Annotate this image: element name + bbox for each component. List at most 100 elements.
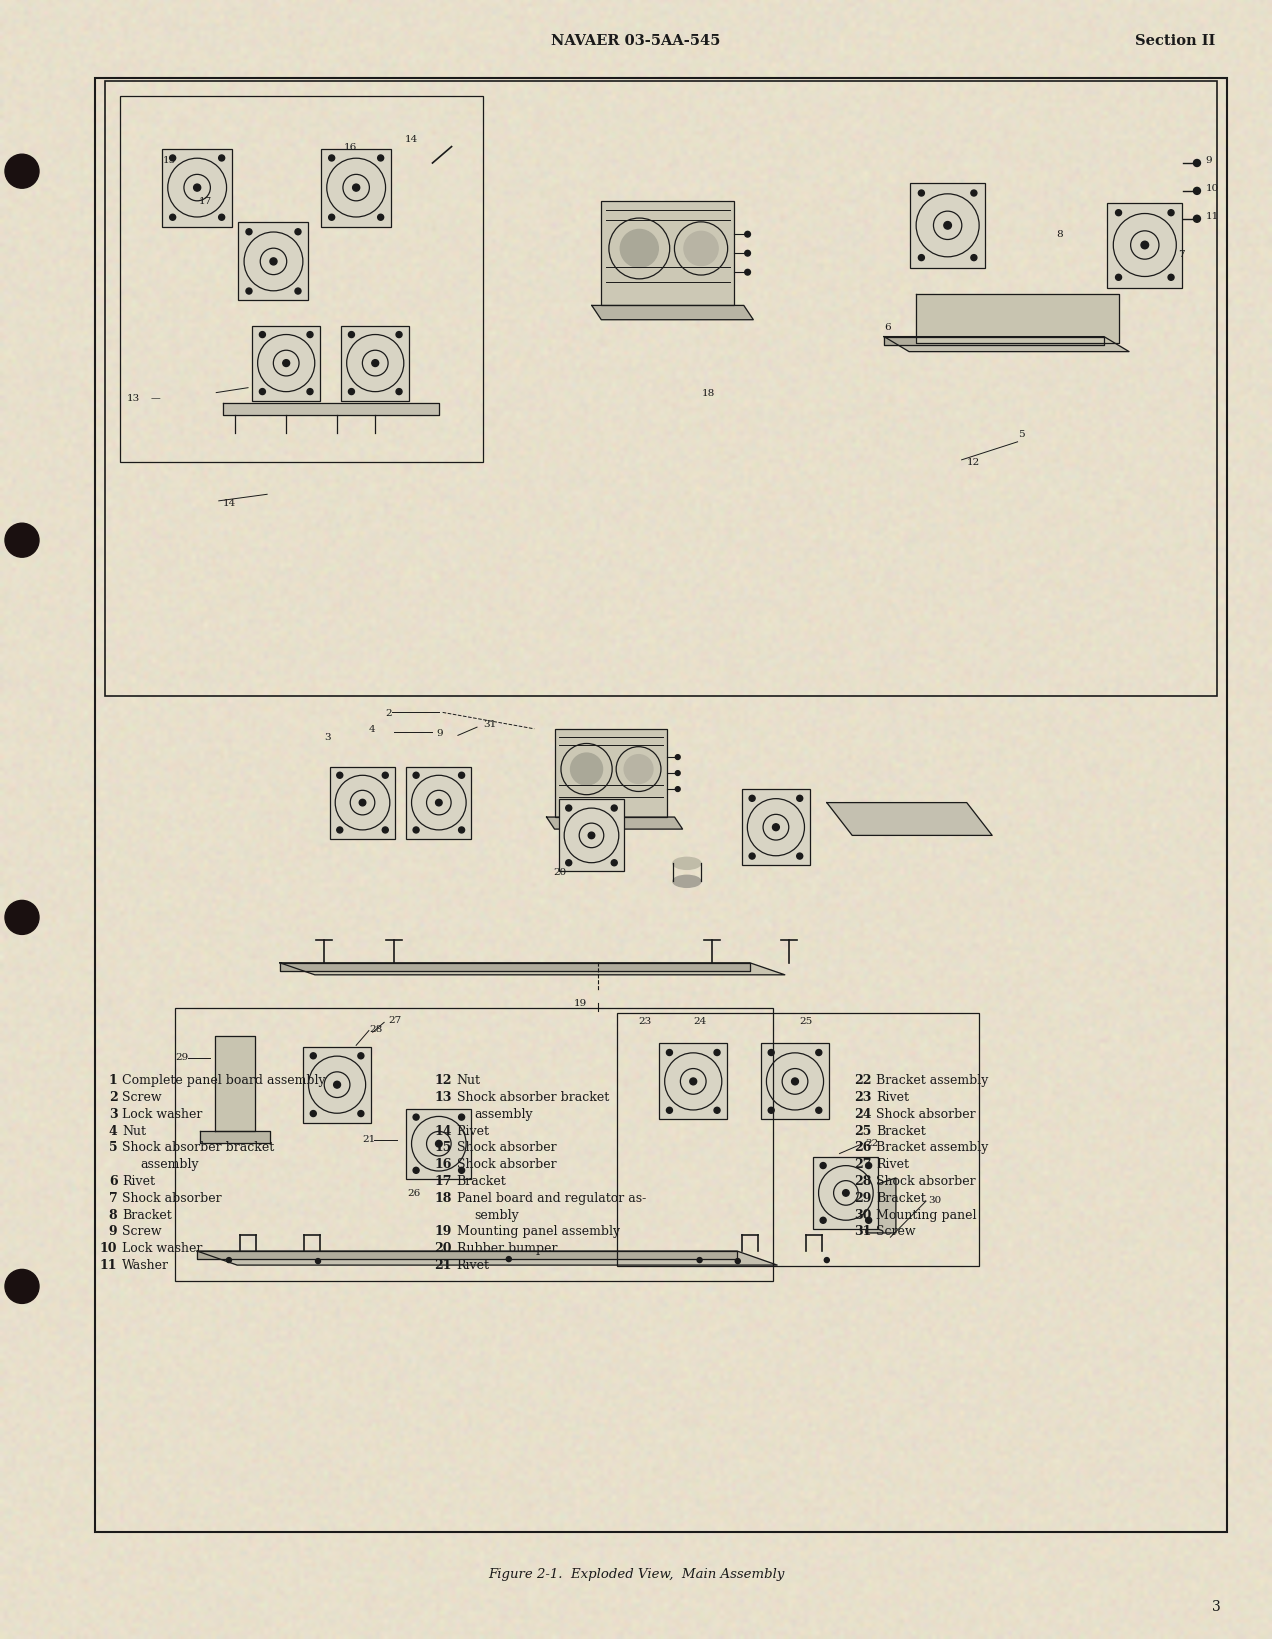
Circle shape [1168,275,1174,282]
Circle shape [413,772,418,779]
Circle shape [612,805,617,811]
Text: Shock absorber bracket: Shock absorber bracket [122,1141,275,1154]
Circle shape [5,901,39,934]
Circle shape [744,251,750,257]
Text: Rivet: Rivet [122,1174,155,1187]
Circle shape [226,1257,232,1262]
Circle shape [310,1054,317,1059]
Text: 9: 9 [109,1224,117,1237]
Text: Screw: Screw [876,1224,916,1237]
Polygon shape [916,295,1119,344]
Text: 1: 1 [108,1074,117,1087]
Text: Section II: Section II [1135,34,1215,48]
Polygon shape [866,1178,895,1233]
Text: 8: 8 [109,1208,117,1221]
Text: Rivet: Rivet [457,1259,490,1272]
Circle shape [5,524,39,557]
Bar [252,326,321,402]
Circle shape [768,1108,775,1113]
Circle shape [5,1270,39,1303]
Text: 22: 22 [854,1074,871,1087]
Bar [558,800,625,872]
Text: 17: 17 [198,197,211,207]
Text: 14: 14 [434,1124,452,1137]
Text: 20: 20 [434,1241,452,1254]
Text: 11: 11 [100,1259,117,1272]
Text: 29: 29 [854,1192,871,1205]
Polygon shape [280,964,749,972]
Text: 3: 3 [324,733,331,742]
Bar [617,1013,979,1267]
Text: 17: 17 [434,1174,452,1187]
Text: sembly: sembly [474,1208,519,1221]
Polygon shape [884,338,1130,352]
Polygon shape [200,1131,271,1144]
Polygon shape [884,338,1104,346]
Circle shape [435,1141,443,1147]
Circle shape [259,333,266,338]
Text: 21: 21 [434,1259,452,1272]
Circle shape [612,860,617,867]
Text: 15: 15 [434,1141,452,1154]
Polygon shape [547,818,683,829]
Circle shape [684,233,719,267]
Text: 18: 18 [434,1192,452,1205]
Circle shape [357,1111,364,1116]
Circle shape [1193,188,1201,195]
Text: Rivet: Rivet [876,1090,909,1103]
Text: Shock absorber: Shock absorber [876,1174,976,1187]
Circle shape [333,1082,341,1088]
Text: 21: 21 [363,1134,375,1144]
Circle shape [245,288,252,295]
Text: Lock washer: Lock washer [122,1241,202,1254]
Circle shape [588,833,595,839]
Circle shape [307,390,313,395]
Circle shape [1193,161,1201,167]
Bar [176,1008,773,1282]
Circle shape [944,223,951,229]
Circle shape [796,797,803,801]
Circle shape [697,1257,702,1262]
Circle shape [435,800,443,806]
Bar [406,1110,472,1178]
Text: Bracket assembly: Bracket assembly [876,1141,988,1154]
Text: 6: 6 [884,323,890,333]
Circle shape [749,797,756,801]
Text: 30: 30 [854,1208,871,1221]
Ellipse shape [673,875,701,888]
Circle shape [675,787,681,792]
Bar [341,326,410,402]
Circle shape [506,1257,511,1262]
Text: 7: 7 [1178,249,1184,259]
Text: Panel board and regulator as-: Panel board and regulator as- [457,1192,646,1205]
Circle shape [459,1115,464,1121]
Text: Shock absorber: Shock absorber [876,1106,976,1119]
Circle shape [621,231,659,269]
Bar [813,1157,879,1229]
Text: Washer: Washer [122,1259,169,1272]
Circle shape [971,256,977,262]
Circle shape [866,1162,871,1169]
Text: 25: 25 [799,1016,812,1026]
Circle shape [675,756,681,760]
Text: Mounting panel: Mounting panel [876,1208,977,1221]
Circle shape [744,233,750,238]
Text: 11: 11 [1206,211,1219,221]
Text: 2: 2 [385,708,392,718]
Circle shape [383,828,388,834]
Text: 23: 23 [854,1090,871,1103]
Text: Bracket: Bracket [876,1192,926,1205]
Circle shape [689,1078,697,1085]
Circle shape [295,288,301,295]
Text: 12: 12 [967,457,979,467]
Text: 10: 10 [100,1241,117,1254]
Bar [106,82,1217,697]
Text: 24: 24 [693,1016,706,1026]
Polygon shape [827,803,992,836]
Text: 15: 15 [163,156,176,166]
Circle shape [459,1167,464,1174]
Circle shape [566,805,571,811]
Text: 24: 24 [854,1106,871,1119]
Bar [121,97,483,464]
Text: Rivet: Rivet [876,1157,909,1170]
